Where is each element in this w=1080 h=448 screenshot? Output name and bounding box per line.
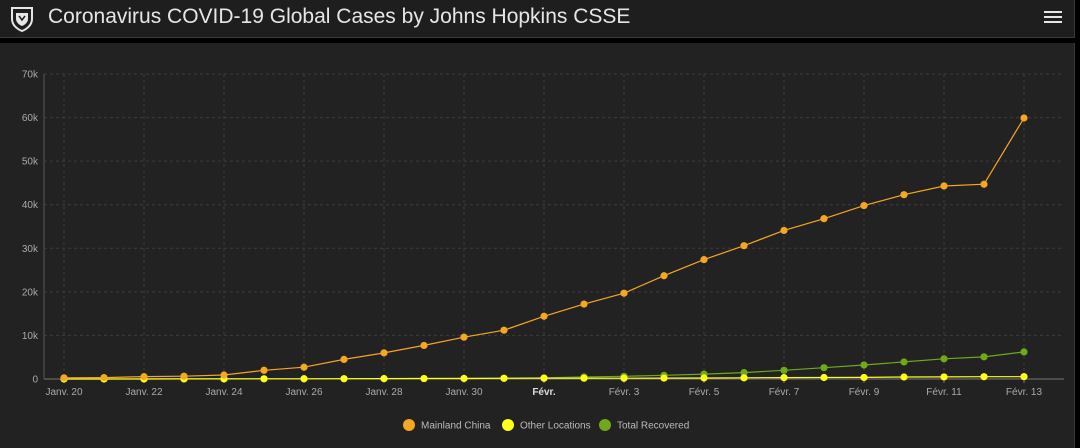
data-point [500, 326, 508, 334]
data-point [900, 358, 908, 366]
university-shield-icon [11, 7, 33, 33]
data-point [1020, 348, 1028, 356]
y-tick-label: 50k [22, 157, 39, 168]
x-tick-label: Janv. 28 [365, 387, 402, 398]
data-point [460, 374, 468, 383]
data-point [180, 372, 188, 380]
data-point [900, 373, 908, 381]
data-point [1020, 373, 1028, 381]
data-point [820, 373, 828, 382]
data-point [940, 355, 948, 363]
x-tick-label: Janv. 24 [205, 387, 242, 398]
data-point [220, 371, 228, 379]
data-point [900, 191, 908, 199]
legend-label: Total Recovered [617, 421, 689, 432]
data-point [260, 375, 268, 383]
data-point [300, 375, 308, 383]
data-point [460, 333, 468, 341]
data-point [580, 300, 588, 308]
data-point [860, 361, 868, 369]
x-tick-label: Janv. 20 [45, 387, 82, 398]
y-tick-label: 10k [22, 331, 39, 342]
x-tick-label: Févr. [532, 387, 556, 398]
y-tick-label: 0 [32, 375, 38, 386]
data-point [380, 375, 388, 383]
x-tick-label: Févr. 3 [609, 387, 640, 398]
data-point [660, 272, 668, 280]
data-point [140, 373, 148, 381]
data-point [340, 355, 348, 363]
data-point [980, 180, 988, 188]
legend-marker [502, 419, 514, 431]
y-tick-label: 40k [22, 200, 39, 211]
data-point [660, 374, 668, 382]
cases-line-chart: 0 10k 20k 30k 40k 50k 60k 70k Janv. 20 Janv. 22 Ja… [22, 70, 1064, 432]
x-tick-label: Févr. 7 [769, 387, 800, 398]
data-point [740, 368, 748, 377]
data-point [780, 374, 788, 382]
data-point [940, 182, 948, 190]
data-point [860, 201, 868, 210]
legend-marker [403, 419, 415, 431]
x-tick-label: Janv. 22 [125, 387, 162, 398]
legend-label: Mainland China [421, 421, 491, 432]
data-point [820, 364, 828, 372]
legend-marker [599, 419, 611, 431]
legend-label: Other Locations [520, 421, 591, 432]
data-point [60, 374, 68, 382]
data-point [620, 289, 628, 297]
data-point [420, 341, 428, 350]
data-point [820, 215, 828, 223]
y-tick-label: 70k [22, 70, 39, 81]
data-point [780, 226, 788, 235]
x-tick-label: Janv. 30 [445, 387, 482, 398]
data-point [540, 312, 548, 320]
data-point [940, 373, 948, 381]
data-point [860, 373, 868, 382]
x-tick-label: Janv. 26 [285, 387, 322, 398]
data-point [500, 374, 508, 382]
data-point [700, 374, 708, 382]
data-point [780, 366, 788, 374]
data-point [420, 374, 428, 383]
data-point [980, 353, 988, 361]
app-title: Coronavirus COVID-19 Global Cases by Joh… [48, 5, 631, 28]
x-tick-label: Févr. 13 [1006, 387, 1043, 398]
data-point [540, 374, 548, 382]
y-tick-label: 20k [22, 287, 39, 298]
x-tick-label: Févr. 9 [849, 387, 880, 398]
y-tick-label: 30k [22, 244, 39, 255]
data-point [980, 373, 988, 381]
data-point [580, 374, 588, 382]
data-point [740, 374, 748, 382]
data-point [380, 349, 388, 357]
data-point [1020, 114, 1028, 122]
y-tick-label: 60k [22, 113, 39, 124]
hamburger-menu-icon[interactable] [1044, 8, 1062, 28]
data-point [340, 375, 348, 383]
data-point [620, 374, 628, 382]
data-point [700, 256, 708, 264]
x-tick-label: Févr. 5 [689, 387, 720, 398]
app-header: Coronavirus COVID-19 Global Cases by Joh… [0, 0, 1075, 38]
data-point [300, 363, 308, 371]
chart-panel: 0 10k 20k 30k 40k 50k 60k 70k Janv. 20 Janv. 22 Ja… [0, 43, 1075, 448]
data-point [260, 366, 268, 374]
data-point [100, 373, 108, 382]
data-point [740, 242, 748, 250]
x-tick-label: Févr. 11 [926, 387, 962, 398]
